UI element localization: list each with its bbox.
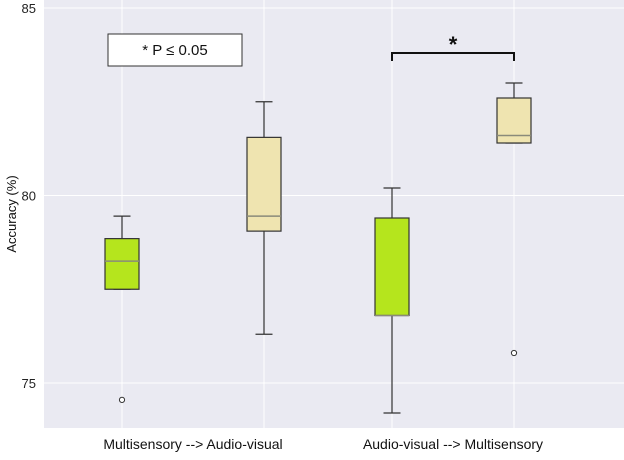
y-tick-label-2: 85	[22, 1, 36, 16]
significance-bracket: *	[391, 32, 515, 61]
plot-area	[44, 0, 624, 428]
box-1-1	[496, 82, 532, 357]
category-label-1: Audio-visual --> Multisensory	[363, 436, 543, 452]
legend: * P ≤ 0.05	[107, 33, 243, 67]
x-axis-categories: Multisensory --> Audio-visual Audio-visua…	[103, 436, 543, 452]
box-body	[104, 238, 140, 290]
box-0-1	[246, 101, 282, 335]
legend-box	[107, 33, 243, 67]
y-axis-label: Accuracy (%)	[4, 175, 19, 252]
box-body	[246, 136, 282, 232]
outlier-point-0	[118, 396, 126, 403]
y-tick-label-0: 75	[22, 376, 36, 391]
y-tick-label-1: 80	[22, 189, 36, 204]
outlier-point-0	[510, 349, 518, 357]
boxes-layer	[104, 82, 532, 414]
box-1-0	[374, 187, 410, 414]
box-body	[374, 217, 410, 317]
bracket-line	[391, 52, 515, 61]
legend-text: * P ≤ 0.05	[142, 42, 208, 59]
significance-star: *	[449, 32, 458, 57]
box-0-0	[104, 215, 140, 403]
category-label-0: Multisensory --> Audio-visual	[103, 436, 282, 452]
y-axis-ticks: 75 80 85	[22, 1, 36, 391]
